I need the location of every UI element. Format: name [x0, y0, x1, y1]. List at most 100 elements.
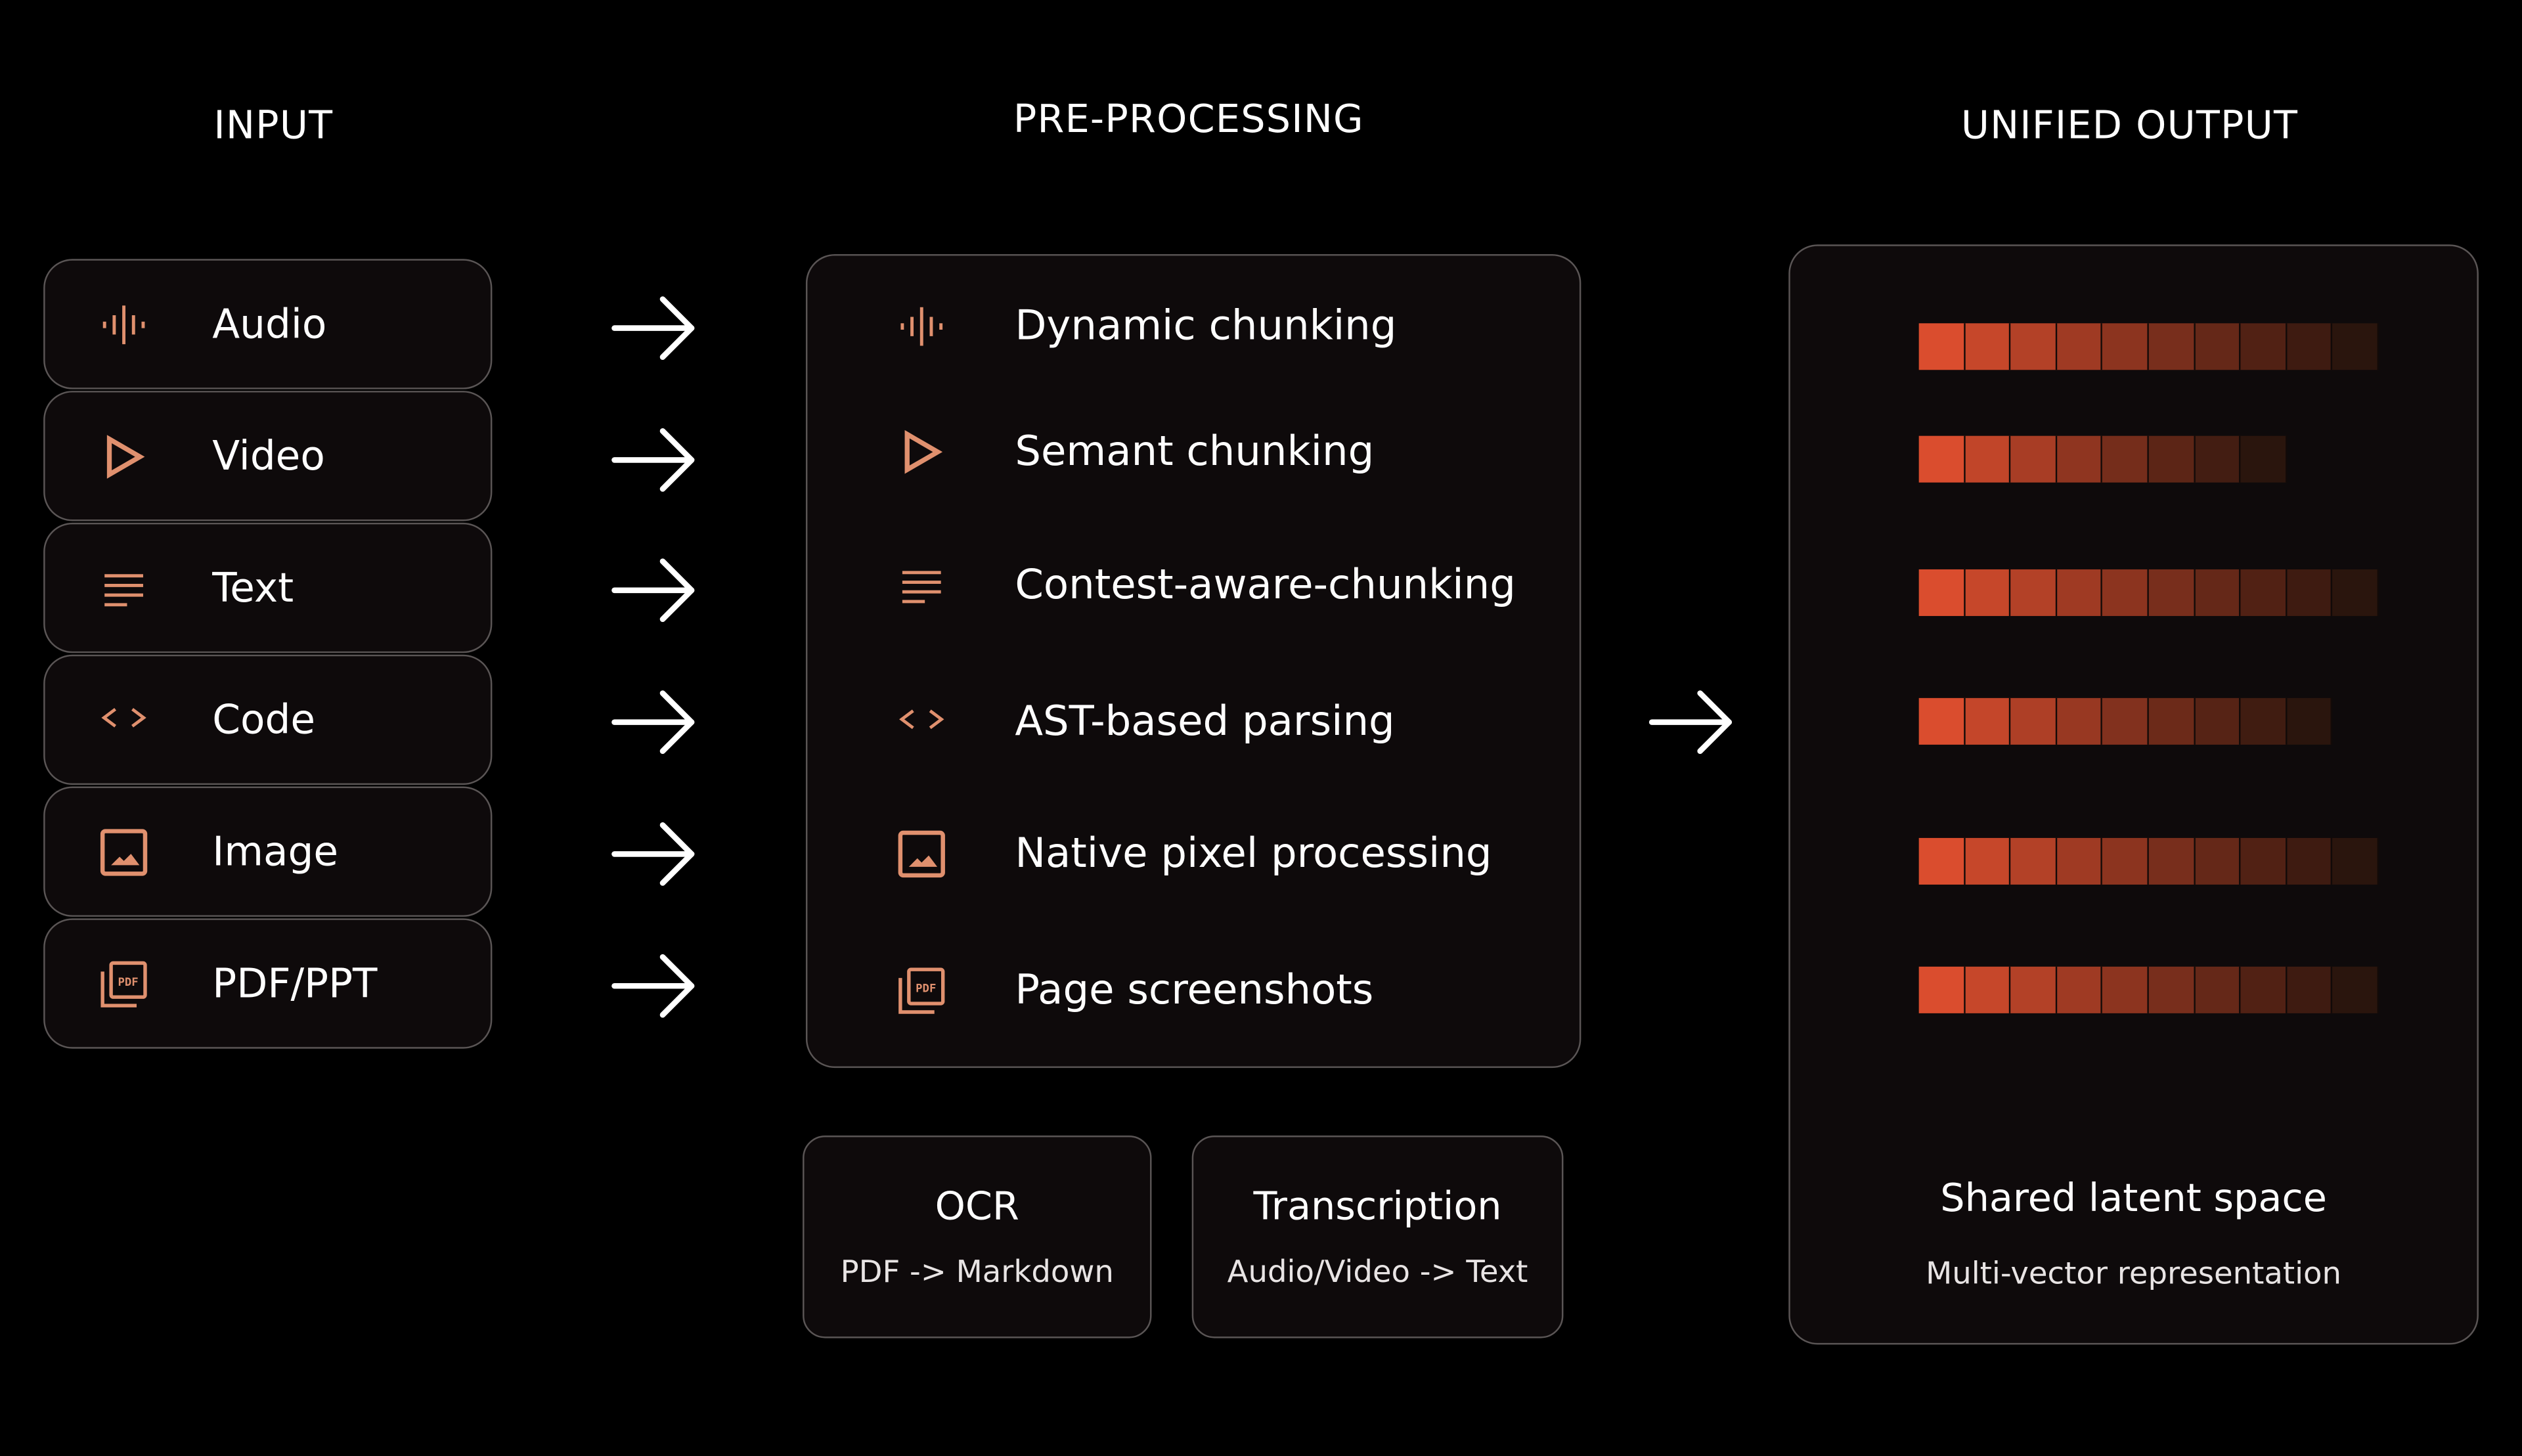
vector-bar	[1918, 435, 2287, 483]
input-item-image: Image	[43, 786, 493, 917]
vector-segment	[1964, 323, 2011, 370]
input-label: Image	[212, 828, 339, 875]
vector-segment	[2194, 697, 2241, 745]
vector-segment	[2194, 569, 2241, 616]
vector-segment	[1918, 837, 1965, 885]
vector-segment	[2286, 837, 2333, 885]
vector-segment	[2240, 697, 2287, 745]
vector-segment	[2102, 966, 2149, 1013]
preprocessing-label: Semant chunking	[1015, 428, 1375, 476]
vector-segment	[2010, 569, 2057, 616]
vector-segment	[2148, 966, 2195, 1013]
input-label: PDF/PPT	[212, 960, 378, 1007]
vector-segment	[2194, 323, 2241, 370]
vector-segment	[2286, 323, 2333, 370]
vector-segment	[2056, 966, 2103, 1013]
vector-segment	[2010, 966, 2057, 1013]
vector-segment	[2240, 569, 2287, 616]
preprocessing-label: Native pixel processing	[1015, 829, 1492, 879]
input-label: Text	[212, 564, 294, 611]
vector-segment	[1964, 569, 2011, 616]
code-brackets-icon	[898, 698, 946, 746]
play-icon	[898, 428, 946, 475]
vector-segment	[2056, 697, 2103, 745]
vector-segment	[2056, 837, 2103, 885]
vector-segment	[1964, 837, 2011, 885]
preprocessing-item: Native pixel processing	[807, 822, 1580, 886]
text-lines-icon	[898, 562, 946, 609]
svg-text:PDF: PDF	[118, 975, 138, 988]
vector-segment	[2286, 966, 2333, 1013]
vector-segment	[2286, 697, 2333, 745]
vector-segment	[2102, 435, 2149, 483]
vector-segment	[1918, 323, 1965, 370]
preprocessing-item: Semant chunking	[807, 420, 1580, 484]
vector-segment	[2102, 837, 2149, 885]
preprocessing-label: Contest-aware-chunking	[1015, 561, 1516, 610]
ocr-title: OCR	[935, 1183, 1019, 1229]
vector-segment	[2286, 569, 2333, 616]
vector-segment	[2010, 697, 2057, 745]
vector-segment	[2148, 697, 2195, 745]
preprocessing-item: Dynamic chunking	[807, 294, 1580, 359]
vector-segment	[2194, 837, 2241, 885]
vector-segment	[2240, 837, 2287, 885]
pdf-icon: PDF	[100, 960, 148, 1007]
vector-bar	[1918, 966, 2379, 1013]
vector-segment	[2148, 837, 2195, 885]
input-header: INPUT	[213, 102, 334, 148]
preprocessing-label: AST-based parsing	[1015, 697, 1395, 747]
vector-bar	[1918, 697, 2333, 745]
transcription-box: Transcription Audio/Video -> Text	[1191, 1135, 1564, 1338]
preprocessing-item: AST-based parsing	[807, 690, 1580, 755]
svg-text:PDF: PDF	[916, 982, 936, 996]
vector-segment	[2148, 323, 2195, 370]
vector-bar	[1918, 569, 2379, 616]
vector-segment	[1918, 697, 1965, 745]
preprocessing-panel: Dynamic chunking Semant chunking Contest-a…	[805, 254, 1582, 1069]
vector-segment	[2332, 837, 2379, 885]
transcription-subtitle: Audio/Video -> Text	[1227, 1254, 1528, 1291]
preprocessing-label: Dynamic chunking	[1015, 302, 1397, 351]
arrow-right-icon	[611, 822, 698, 886]
pdf-icon: PDF	[898, 967, 946, 1015]
vector-segment	[2010, 323, 2057, 370]
input-item-video: Video	[43, 391, 493, 521]
preprocessing-label: Page screenshots	[1015, 966, 1374, 1015]
input-label: Code	[212, 696, 316, 743]
vector-segment	[2194, 435, 2241, 483]
arrow-right-icon	[611, 954, 698, 1018]
code-brackets-icon	[100, 695, 148, 743]
input-label: Video	[212, 432, 325, 479]
preprocessing-item: PDF Page screenshots	[807, 959, 1580, 1023]
vector-segment	[1918, 966, 1965, 1013]
arrow-right-icon	[611, 428, 698, 492]
vector-bar	[1918, 837, 2379, 885]
arrow-right-icon	[611, 558, 698, 623]
output-title: Shared latent space	[1940, 1176, 2327, 1221]
vector-segment	[2010, 435, 2057, 483]
vector-segment	[2102, 697, 2149, 745]
play-icon	[100, 432, 148, 480]
input-item-code: Code	[43, 654, 493, 785]
output-header: UNIFIED OUTPUT	[1960, 102, 2299, 148]
ocr-subtitle: PDF -> Markdown	[840, 1254, 1114, 1291]
vector-segment	[1964, 966, 2011, 1013]
vector-segment	[2056, 435, 2103, 483]
transcription-title: Transcription	[1253, 1183, 1502, 1229]
vector-segment	[1964, 435, 2011, 483]
input-item-pdfppt: PDF PDF/PPT	[43, 918, 493, 1049]
vector-segment	[2240, 966, 2287, 1013]
waveform-icon	[100, 300, 148, 348]
preprocessing-item: Contest-aware-chunking	[807, 553, 1580, 617]
vector-bar	[1918, 323, 2379, 370]
arrow-right-icon	[611, 296, 698, 361]
vector-segment	[1918, 435, 1965, 483]
ocr-box: OCR PDF -> Markdown	[803, 1135, 1152, 1338]
image-icon	[898, 830, 946, 878]
vector-segment	[2332, 569, 2379, 616]
vector-segment	[1964, 697, 2011, 745]
output-panel: Shared latent space Multi-vector represe…	[1788, 244, 2479, 1345]
vector-segment	[2148, 569, 2195, 616]
